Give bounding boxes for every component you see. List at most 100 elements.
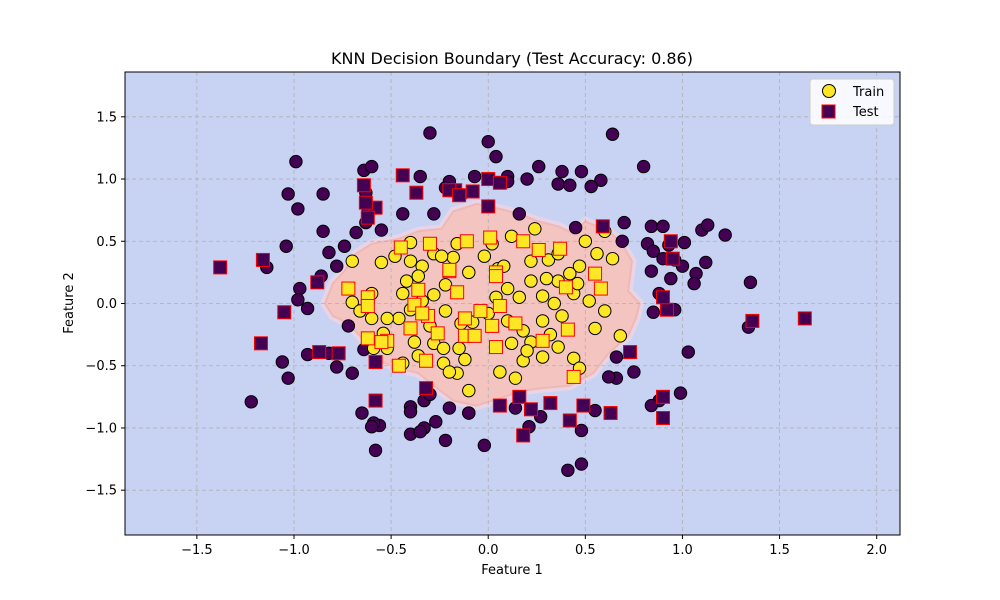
train-point <box>442 401 457 415</box>
train-point <box>609 350 624 364</box>
test-point <box>422 236 437 251</box>
test-point <box>512 389 527 404</box>
train-point <box>316 224 330 239</box>
train-point <box>462 406 476 420</box>
train-point <box>427 207 441 221</box>
train-point <box>374 255 389 270</box>
test-point <box>341 281 356 296</box>
test-point <box>656 411 671 426</box>
test-point <box>745 313 760 328</box>
test-point <box>558 280 573 295</box>
test-points <box>213 168 812 443</box>
test-point <box>553 241 568 256</box>
test-point <box>492 298 507 313</box>
train-point <box>396 286 410 301</box>
test-point <box>467 328 482 343</box>
train-point <box>563 266 577 281</box>
train-point <box>601 370 616 384</box>
train-point <box>281 371 295 385</box>
train-point <box>627 365 641 379</box>
train-point <box>743 275 758 290</box>
train-point <box>528 222 542 236</box>
train-point <box>598 304 612 318</box>
y-tick-label: 1.0 <box>96 173 117 188</box>
train-point <box>512 207 526 221</box>
train-point <box>566 351 581 365</box>
test-point <box>415 306 430 321</box>
test-point <box>656 389 671 404</box>
test-point <box>543 396 558 411</box>
train-point <box>403 405 418 419</box>
train-point <box>281 187 295 201</box>
train-point <box>279 239 293 253</box>
test-point <box>603 406 618 421</box>
train-point <box>477 249 492 263</box>
train-point <box>345 366 359 380</box>
train-point <box>547 296 561 311</box>
train-point <box>413 169 427 184</box>
test-point <box>356 178 371 193</box>
y-axis-label: Feature 2 <box>62 272 77 334</box>
train-point <box>563 178 577 192</box>
test-point <box>409 185 424 200</box>
train-point <box>436 341 451 356</box>
test-point <box>360 298 375 313</box>
train-point <box>656 219 670 234</box>
test-point <box>492 175 507 190</box>
test-point <box>331 346 346 361</box>
x-tick-label: 0.0 <box>478 543 499 558</box>
train-point <box>364 311 379 326</box>
test-point <box>452 188 467 203</box>
train-point <box>535 289 550 303</box>
train-point <box>364 420 379 434</box>
train-point <box>330 360 344 374</box>
train-point <box>588 321 602 336</box>
train-point <box>646 305 661 319</box>
train-point <box>458 352 472 367</box>
train-point <box>399 274 414 288</box>
train-point <box>532 159 546 174</box>
test-point <box>395 168 410 183</box>
test-point <box>562 413 577 428</box>
test-point <box>576 398 591 413</box>
train-point <box>561 463 575 477</box>
test-point <box>665 251 680 266</box>
y-tick-label: −0.5 <box>85 359 117 374</box>
train-point <box>605 127 620 141</box>
train-point <box>644 219 659 234</box>
train-point <box>568 220 583 235</box>
train-point <box>429 415 443 429</box>
test-point <box>516 428 531 443</box>
train-point <box>673 386 688 400</box>
train-point <box>701 218 715 232</box>
train-point <box>574 164 589 179</box>
test-point <box>523 402 538 417</box>
test-point <box>483 230 498 245</box>
test-point <box>310 275 325 290</box>
train-point <box>374 223 389 237</box>
x-tick-label: −1.0 <box>278 543 310 558</box>
train-point <box>289 154 303 169</box>
test-point <box>391 358 406 373</box>
y-tick-label: 0.0 <box>96 297 117 312</box>
test-point <box>566 369 581 384</box>
train-point <box>411 269 425 283</box>
train-point <box>291 202 305 216</box>
test-point <box>430 326 445 341</box>
train-point <box>681 345 695 359</box>
train-point <box>572 259 587 273</box>
train-point <box>489 149 503 164</box>
train-point <box>504 229 519 243</box>
x-tick-label: 2.0 <box>866 543 887 558</box>
test-point <box>595 219 610 234</box>
train-point <box>520 172 534 186</box>
train-point <box>677 235 692 250</box>
train-point <box>539 271 554 286</box>
train-point <box>291 293 305 307</box>
test-point <box>360 331 375 346</box>
train-point <box>500 281 515 296</box>
train-point <box>555 309 569 323</box>
x-tick-label: −0.5 <box>375 543 407 558</box>
y-tick-label: −1.0 <box>85 421 117 436</box>
test-point <box>588 266 603 281</box>
